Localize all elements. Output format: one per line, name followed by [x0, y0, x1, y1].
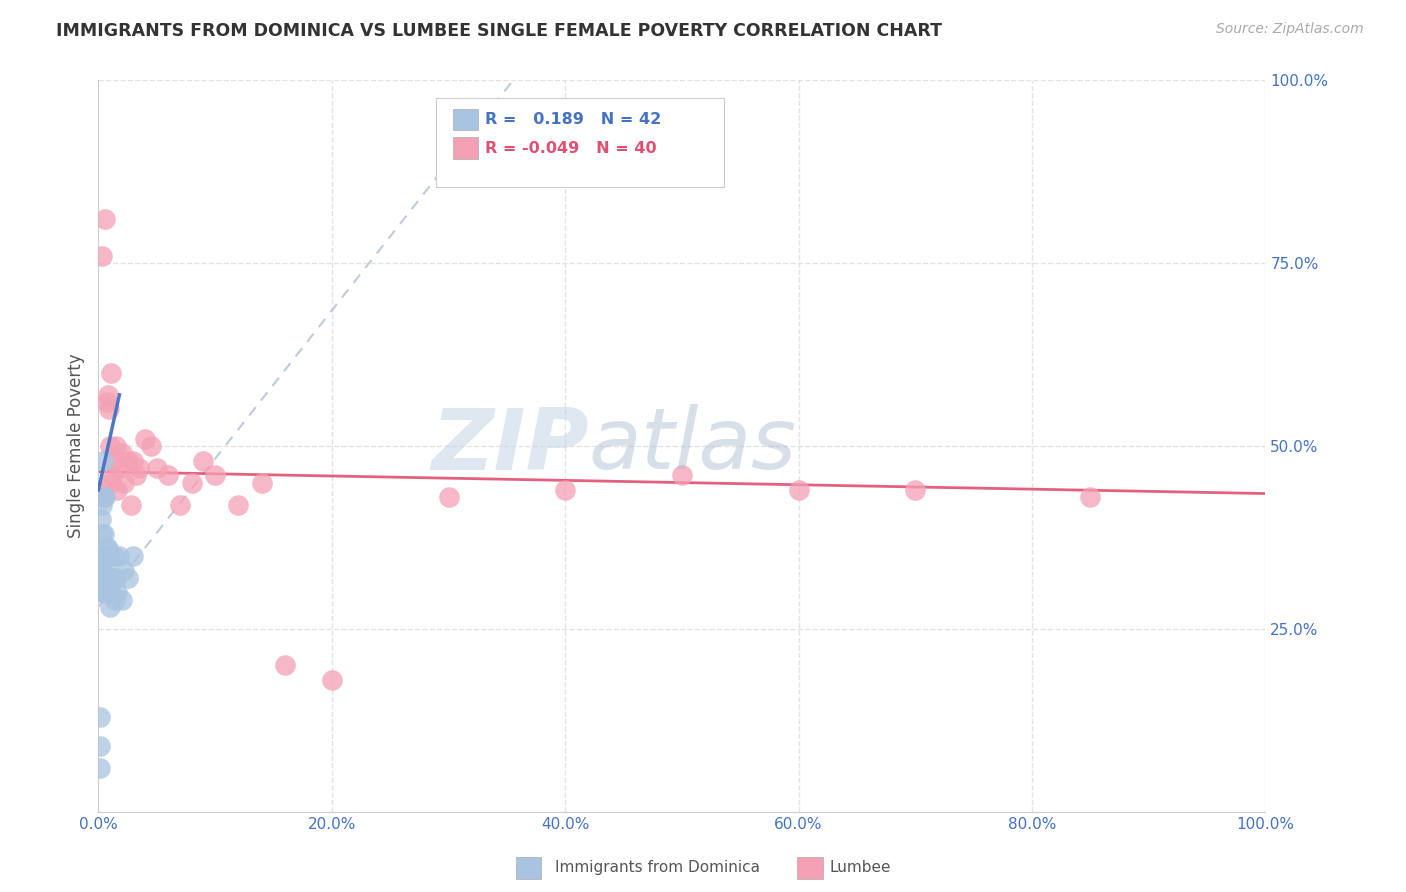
Point	[91, 483, 114, 497]
Point	[91, 453, 114, 467]
Point	[128, 461, 150, 475]
Point	[89, 709, 111, 723]
Point	[104, 571, 127, 585]
Point	[90, 585, 112, 599]
Point	[101, 468, 124, 483]
Point	[554, 483, 576, 497]
Point	[94, 563, 117, 577]
Point	[97, 571, 120, 585]
Point	[122, 453, 145, 467]
Text: Source: ZipAtlas.com: Source: ZipAtlas.com	[1216, 22, 1364, 37]
Point	[90, 526, 112, 541]
Point	[169, 498, 191, 512]
Point	[180, 475, 202, 490]
Point	[90, 571, 112, 585]
Point	[94, 490, 117, 504]
Point	[96, 578, 118, 592]
Point	[98, 475, 121, 490]
Point	[100, 585, 122, 599]
Point	[97, 388, 120, 402]
Point	[112, 475, 135, 490]
Point	[321, 673, 343, 687]
Point	[91, 585, 114, 599]
Point	[93, 526, 115, 541]
Point	[96, 541, 118, 556]
Point	[104, 439, 127, 453]
Point	[98, 571, 121, 585]
Point	[671, 468, 693, 483]
Point	[90, 556, 112, 570]
Point	[274, 658, 297, 673]
Text: R = -0.049   N = 40: R = -0.049 N = 40	[485, 141, 657, 156]
Point	[90, 571, 112, 585]
Point	[139, 439, 162, 453]
Point	[105, 585, 128, 599]
Point	[193, 453, 215, 467]
Point	[157, 468, 180, 483]
Point	[904, 483, 927, 497]
Point	[90, 249, 112, 263]
Point	[117, 571, 139, 585]
Text: atlas: atlas	[589, 404, 797, 488]
Point	[122, 549, 145, 563]
Point	[100, 366, 122, 380]
Point	[101, 571, 124, 585]
Point	[103, 453, 125, 467]
Point	[120, 498, 142, 512]
Point	[89, 761, 111, 775]
Text: Immigrants from Dominica: Immigrants from Dominica	[555, 860, 761, 874]
Point	[125, 468, 148, 483]
Y-axis label: Single Female Poverty: Single Female Poverty	[66, 354, 84, 538]
Point	[112, 563, 135, 577]
Point	[90, 512, 112, 526]
Point	[117, 453, 139, 467]
Point	[146, 461, 169, 475]
Point	[437, 490, 460, 504]
Point	[91, 549, 114, 563]
Point	[91, 571, 114, 585]
Point	[108, 549, 131, 563]
Point	[94, 212, 117, 227]
Point	[97, 549, 120, 563]
Text: ZIP: ZIP	[430, 404, 589, 488]
Point	[1080, 490, 1102, 504]
Point	[111, 446, 134, 460]
Point	[108, 461, 131, 475]
Point	[787, 483, 810, 497]
Point	[104, 592, 127, 607]
Point	[89, 739, 111, 753]
Point	[93, 490, 115, 504]
Point	[90, 585, 112, 599]
Point	[204, 468, 226, 483]
Point	[97, 402, 120, 417]
Point	[98, 439, 121, 453]
Point	[91, 490, 114, 504]
Text: IMMIGRANTS FROM DOMINICA VS LUMBEE SINGLE FEMALE POVERTY CORRELATION CHART: IMMIGRANTS FROM DOMINICA VS LUMBEE SINGL…	[56, 22, 942, 40]
Point	[98, 599, 121, 614]
Point	[228, 498, 250, 512]
Point	[105, 483, 128, 497]
Point	[90, 498, 112, 512]
Text: R =   0.189   N = 42: R = 0.189 N = 42	[485, 112, 661, 127]
Point	[97, 578, 120, 592]
Point	[93, 549, 115, 563]
Point	[250, 475, 273, 490]
Point	[90, 556, 112, 570]
Point	[96, 395, 118, 409]
Point	[103, 549, 125, 563]
Point	[93, 571, 115, 585]
Point	[93, 585, 115, 599]
Point	[97, 541, 120, 556]
Point	[111, 592, 134, 607]
Point	[134, 432, 156, 446]
Text: Lumbee: Lumbee	[830, 860, 891, 874]
